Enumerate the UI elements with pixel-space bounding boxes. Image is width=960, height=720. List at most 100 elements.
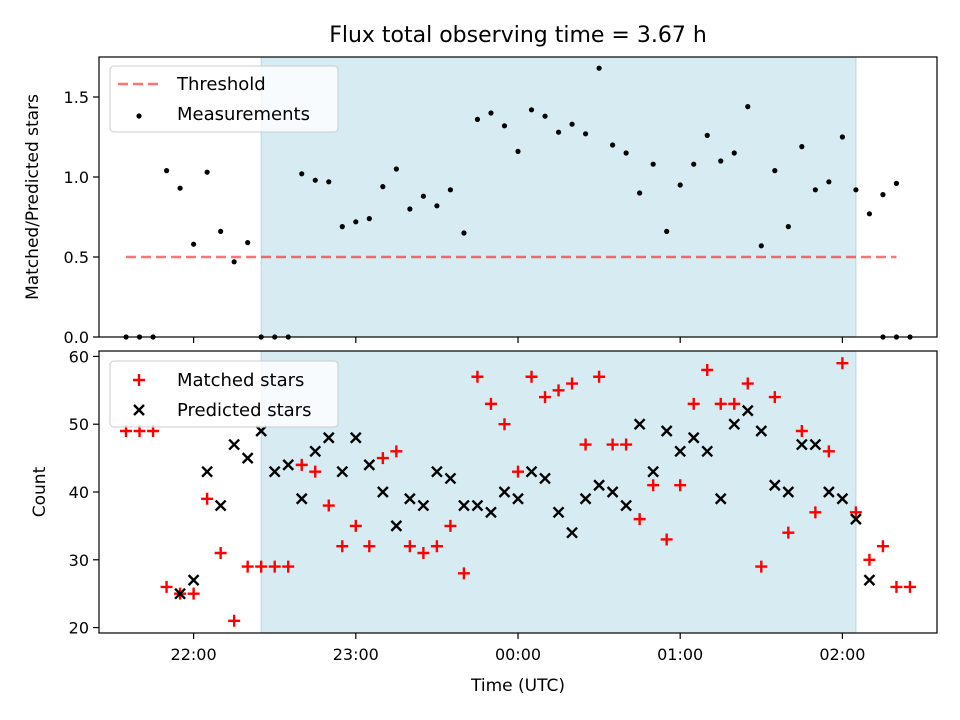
matched-star-point — [268, 560, 281, 573]
bottom-legend-box — [109, 360, 339, 428]
matched-star-point — [687, 397, 700, 410]
measurement-point — [177, 185, 183, 191]
measurement-point — [637, 190, 643, 196]
bottom-y-tick-label: 50 — [69, 415, 89, 434]
predicted-star-point — [187, 574, 200, 586]
measurement-point — [839, 134, 845, 140]
predicted-legend-label: Predicted stars — [177, 400, 311, 421]
measurement-point — [326, 179, 332, 185]
x-tick-label: 23:00 — [333, 645, 379, 664]
matched-star-point — [214, 547, 227, 560]
matched-star-point — [309, 465, 322, 478]
predicted-star-point — [363, 459, 376, 471]
predicted-star-point — [525, 465, 538, 478]
predicted-star-points — [174, 404, 876, 600]
matched-star-point — [417, 547, 430, 560]
matched-star-point — [633, 513, 646, 526]
bottom-legend: Matched stars Predicted stars — [109, 360, 339, 428]
matched-star-point — [484, 397, 497, 410]
predicted-star-point — [255, 425, 268, 437]
predicted-star-point — [809, 438, 822, 451]
predicted-star-point — [417, 499, 430, 512]
matched-star-point — [782, 526, 795, 539]
predicted-star-point — [552, 506, 565, 519]
predicted-star-point — [282, 459, 295, 471]
predicted-star-point — [795, 438, 808, 451]
matched-star-point — [390, 445, 403, 458]
predicted-star-point — [471, 499, 484, 512]
matched-star-point — [606, 438, 619, 451]
predicted-star-point — [823, 486, 835, 498]
bottom-y-tick-label: 20 — [69, 619, 89, 638]
matched-legend-label: Matched stars — [177, 370, 304, 391]
matched-star-point — [160, 580, 173, 593]
predicted-star-point — [755, 425, 768, 437]
predicted-star-point — [444, 472, 457, 485]
measurement-point — [866, 211, 873, 217]
matched-star-point — [349, 519, 362, 532]
measurement-point — [758, 243, 764, 249]
matched-star-point — [444, 519, 457, 532]
predicted-star-point — [390, 520, 403, 532]
predicted-star-point — [593, 479, 605, 492]
predicted-star-point — [376, 486, 389, 498]
measurement-point — [393, 166, 399, 172]
predicted-star-point — [214, 499, 227, 512]
measurement-point — [312, 177, 318, 183]
predicted-star-point — [349, 431, 362, 444]
predicted-star-point — [714, 492, 727, 505]
predicted-star-point — [174, 587, 186, 600]
matched-star-point — [255, 560, 268, 573]
predicted-star-point — [539, 472, 551, 485]
measurement-point — [434, 203, 440, 209]
matched-star-point — [322, 499, 335, 512]
measurement-point — [528, 107, 535, 113]
predicted-star-point — [295, 492, 308, 505]
predicted-star-point — [309, 445, 322, 458]
predicted-star-point — [431, 465, 443, 478]
bottom-y-tick-label: 60 — [69, 347, 89, 366]
matched-star-point — [539, 391, 552, 404]
predicted-star-point — [782, 486, 795, 498]
matched-star-point — [890, 580, 903, 593]
x-tick-label: 01:00 — [657, 645, 703, 664]
measurement-point — [704, 132, 710, 138]
matched-star-point — [525, 370, 538, 383]
top-y-axis-label: Matched/Predicted stars — [23, 94, 43, 300]
matched-star-point — [836, 357, 849, 370]
bottom-y-axis-label: Count — [30, 466, 50, 517]
top-panel: 0.0 0.5 1.0 1.5 Matched/Predicted stars Thr… — [23, 56, 938, 347]
measurement-point — [299, 171, 305, 177]
matched-star-point — [376, 452, 389, 465]
predicted-star-point — [228, 438, 241, 451]
measurement-point — [893, 180, 900, 186]
predicted-star-point — [336, 465, 349, 478]
measurement-point — [339, 224, 345, 230]
matched-star-point — [795, 424, 808, 437]
x-tick-label: 00:00 — [495, 645, 541, 664]
matched-star-point — [498, 418, 511, 431]
predicted-star-point — [863, 574, 876, 586]
measurement-point — [542, 113, 548, 119]
measurement-point — [650, 161, 656, 167]
matched-star-point — [674, 479, 687, 492]
predicted-star-point — [498, 486, 511, 498]
top-y-tick-label: 1.0 — [64, 168, 89, 187]
measurement-point — [218, 228, 224, 234]
predicted-star-point — [322, 431, 335, 444]
measurement-point — [474, 116, 481, 122]
observing-window-top — [260, 56, 857, 338]
x-axis-label: Time (UTC) — [470, 676, 565, 696]
matched-star-point — [768, 391, 781, 404]
matched-star-point — [336, 540, 349, 553]
measurement-point — [447, 187, 454, 193]
measurement-point — [204, 169, 210, 175]
measurement-point — [407, 206, 413, 212]
measurement-point — [515, 148, 521, 154]
measurement-point — [880, 192, 886, 198]
x-tick-label: 22:00 — [171, 645, 217, 664]
matched-star-point — [566, 377, 579, 390]
predicted-star-point — [728, 418, 741, 431]
